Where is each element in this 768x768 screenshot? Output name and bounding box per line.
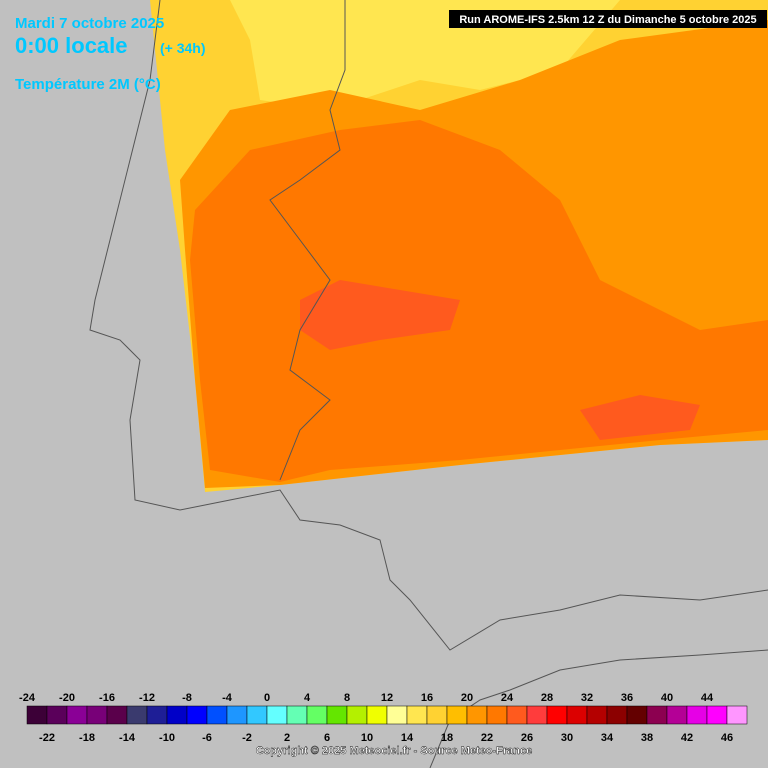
legend-label: -10: [159, 732, 175, 744]
legend-swatch: [426, 705, 448, 725]
legend-swatch: [366, 705, 388, 725]
legend-swatch: [186, 705, 208, 725]
legend-label: 0: [264, 692, 270, 704]
legend-swatch: [726, 705, 748, 725]
legend-label: 42: [681, 732, 693, 744]
legend-label: 18: [441, 732, 453, 744]
legend-swatch: [486, 705, 508, 725]
legend-swatch: [246, 705, 268, 725]
legend-swatch: [566, 705, 588, 725]
legend-swatch: [606, 705, 628, 725]
temperature-field: [150, 0, 768, 492]
legend-swatch: [266, 705, 288, 725]
legend-swatch: [386, 705, 408, 725]
legend-label: 16: [421, 692, 433, 704]
legend-label: 6: [324, 732, 330, 744]
date: Mardi 7 octobre 2025: [15, 15, 164, 32]
legend-swatch: [86, 705, 108, 725]
legend-swatch: [526, 705, 548, 725]
legend-swatch: [406, 705, 428, 725]
legend-label: -6: [202, 732, 212, 744]
legend-label: 36: [621, 692, 633, 704]
legend-swatch: [286, 705, 308, 725]
legend-swatch: [146, 705, 168, 725]
legend-swatch: [166, 705, 188, 725]
legend-swatch: [546, 705, 568, 725]
legend-swatch: [666, 705, 688, 725]
legend-label: 20: [461, 692, 473, 704]
legend-label: 46: [721, 732, 733, 744]
field-darkorange: [190, 120, 768, 482]
legend-swatch: [206, 705, 228, 725]
legend-swatch: [446, 705, 468, 725]
legend-label: 10: [361, 732, 373, 744]
legend-label: -22: [39, 732, 55, 744]
legend-label: -24: [19, 692, 36, 704]
legend-label: 12: [381, 692, 393, 704]
legend-label: -2: [242, 732, 252, 744]
legend-label: 14: [401, 732, 414, 744]
legend-label: -14: [119, 732, 136, 744]
run-box: [449, 10, 767, 28]
legend-swatch: [506, 705, 528, 725]
legend-swatch: [646, 705, 668, 725]
legend-swatch: [66, 705, 88, 725]
legend-swatch: [626, 705, 648, 725]
legend-label: 40: [661, 692, 673, 704]
legend-label: 22: [481, 732, 493, 744]
field-red: [300, 280, 460, 350]
legend-swatch: [106, 705, 128, 725]
legend-swatch: [466, 705, 488, 725]
legend-label: 34: [601, 732, 614, 744]
copyright: Copyright © 2025 Meteociel.fr - Source M…: [256, 745, 532, 757]
legend-label: 4: [304, 692, 311, 704]
legend-label: 38: [641, 732, 653, 744]
legend-label: 24: [501, 692, 514, 704]
lead-time: (+ 34h): [160, 40, 206, 56]
coastline: [89, 0, 768, 651]
time: 0:00 locale: [15, 33, 128, 58]
legend-swatch: [686, 705, 708, 725]
run-info: Run AROME-IFS 2.5km 12 Z du Dimanche 5 o…: [459, 14, 756, 26]
legend-swatch: [326, 705, 348, 725]
legend-swatch: [46, 705, 68, 725]
legend-swatch: [706, 705, 728, 725]
legend-swatch: [126, 705, 148, 725]
legend-swatch: [26, 705, 48, 725]
legend-label: 44: [701, 692, 714, 704]
legend-label: -20: [59, 692, 75, 704]
legend-label: 32: [581, 692, 593, 704]
legend-label: 8: [344, 692, 350, 704]
legend-label: 30: [561, 732, 573, 744]
legend-label: -12: [139, 692, 155, 704]
legend-label: 26: [521, 732, 533, 744]
legend-swatch: [226, 705, 248, 725]
color-legend: -24-22-20-18-16-14-12-10-8-6-4-202468101…: [19, 692, 748, 744]
border-portugal: [269, 0, 346, 481]
variable: Température 2M (°C): [15, 76, 161, 93]
legend-swatch: [306, 705, 328, 725]
legend-label: -8: [182, 692, 192, 704]
legend-label: -18: [79, 732, 95, 744]
legend-swatch: [586, 705, 608, 725]
legend-label: 2: [284, 732, 290, 744]
legend-swatch: [346, 705, 368, 725]
legend-label: -4: [222, 692, 233, 704]
legend-label: 28: [541, 692, 553, 704]
field-red2: [580, 395, 700, 440]
legend-label: -16: [99, 692, 115, 704]
